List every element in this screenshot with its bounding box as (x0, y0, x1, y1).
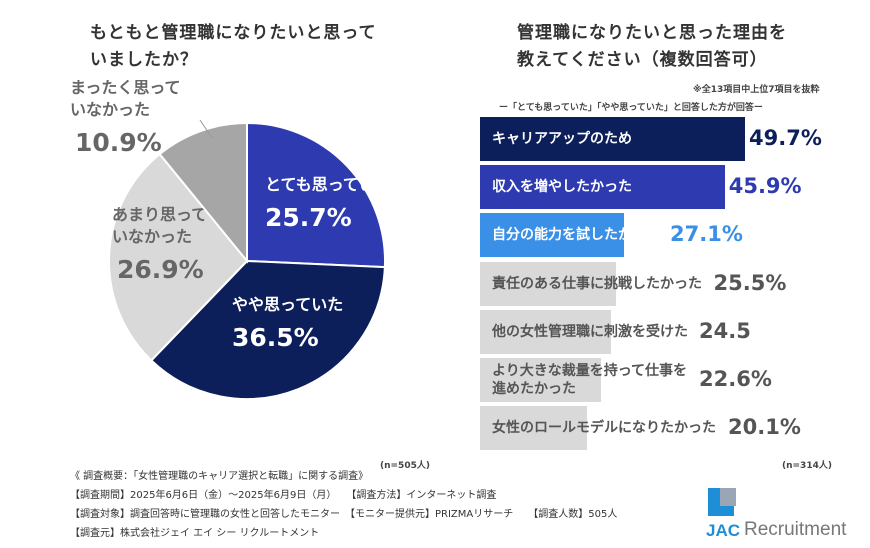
left-title: もともと管理職になりたいと思って いましたか？ (90, 20, 376, 74)
pie-slice (158, 121, 248, 264)
bar-label: 責任のある仕事に挑戦したかった (492, 275, 702, 292)
pie-chart: とても思っていた25.7%やや思っていた36.5%あまり思っていなかった26.9… (70, 80, 391, 400)
bar-label: 女性のロールモデルになりたかった (492, 420, 716, 437)
logo-text: Recruitment (744, 519, 847, 540)
logo-mark: JAC (706, 521, 741, 540)
pie-label: とても思っていた (265, 175, 391, 194)
bar-value-label: 45.9% (728, 174, 802, 199)
bar-value-label: 20.1% (728, 415, 801, 440)
right-n: (n=314人) (782, 461, 832, 471)
footer-line: 《 調査概要：「女性管理職のキャリア選択と転職」に関する調査》 (70, 471, 369, 482)
pie-slice (108, 152, 249, 362)
note-top13: ※全13項目中上位7項目を抜粋 (693, 85, 820, 95)
pie-slice (149, 259, 386, 400)
bar (480, 261, 616, 306)
bar-value-label: 22.6% (699, 367, 772, 391)
pie-label: いなかった (112, 227, 192, 246)
puzzle-icon (708, 488, 736, 516)
title-line: 管理職になりたいと思った理由を (517, 23, 787, 43)
footer-line: 【調査期間】2025年6月6日（金）～2025年6月9日（月） 【調査方法】イン… (70, 490, 497, 501)
footer-line: 【調査対象】調査回答時に管理職の女性と回答したモニター 【モニター提供元】PRI… (70, 509, 618, 520)
bar-label: 自分の能力を試したかった (492, 227, 660, 244)
bar-label: 他の女性管理職に刺激を受けた (492, 323, 688, 340)
bar-value-label: 24.5 (699, 318, 751, 343)
note-respondents: ー「とても思っていた」「やや思っていた」と回答した方が回答ー (499, 103, 763, 113)
pie-label: あまり思って (112, 205, 207, 224)
bar-value-label: 27.1% (670, 222, 743, 247)
bar (480, 213, 625, 258)
bar (480, 358, 601, 402)
pie-value-label: 10.9% (75, 128, 162, 157)
pie-value-label: 36.5% (232, 323, 319, 352)
bar (480, 117, 745, 161)
title-line: もともと管理職になりたいと思って (90, 23, 377, 43)
survey-footer: 《 調査概要：「女性管理職のキャリア選択と転職」に関する調査》 【調査期間】20… (70, 467, 617, 543)
footer-line: 【調査元】株式会社ジェイ エイ シー リクルートメント (70, 528, 320, 539)
pie-label: いなかった (70, 100, 150, 119)
bar-value-label: 25.5% (713, 270, 787, 295)
leader-line (199, 119, 213, 139)
pie-value-label: 26.9% (117, 255, 204, 284)
bar-value-label: 49.7% (749, 126, 822, 150)
title-line: いましたか？ (90, 50, 198, 70)
bar (480, 406, 588, 451)
bar-label: キャリアアップのため (492, 131, 632, 147)
bar (480, 165, 725, 210)
pie-value-label: 25.7% (265, 203, 352, 232)
pie-label: やや思っていた (232, 295, 343, 314)
bar (480, 309, 611, 354)
right-title: 管理職になりたいと思った理由を 教えてください（複数回答可） (517, 20, 787, 74)
pie-label: まったく思って (70, 80, 181, 97)
title-line: 教えてください（複数回答可） (517, 50, 768, 70)
left-n: (n=505人) (380, 461, 430, 471)
bar-label: より大きな裁量を持って仕事を 進めたかった (492, 363, 688, 397)
bar-label: 収入を増やしたかった (492, 179, 632, 196)
pie-slice (246, 121, 386, 269)
